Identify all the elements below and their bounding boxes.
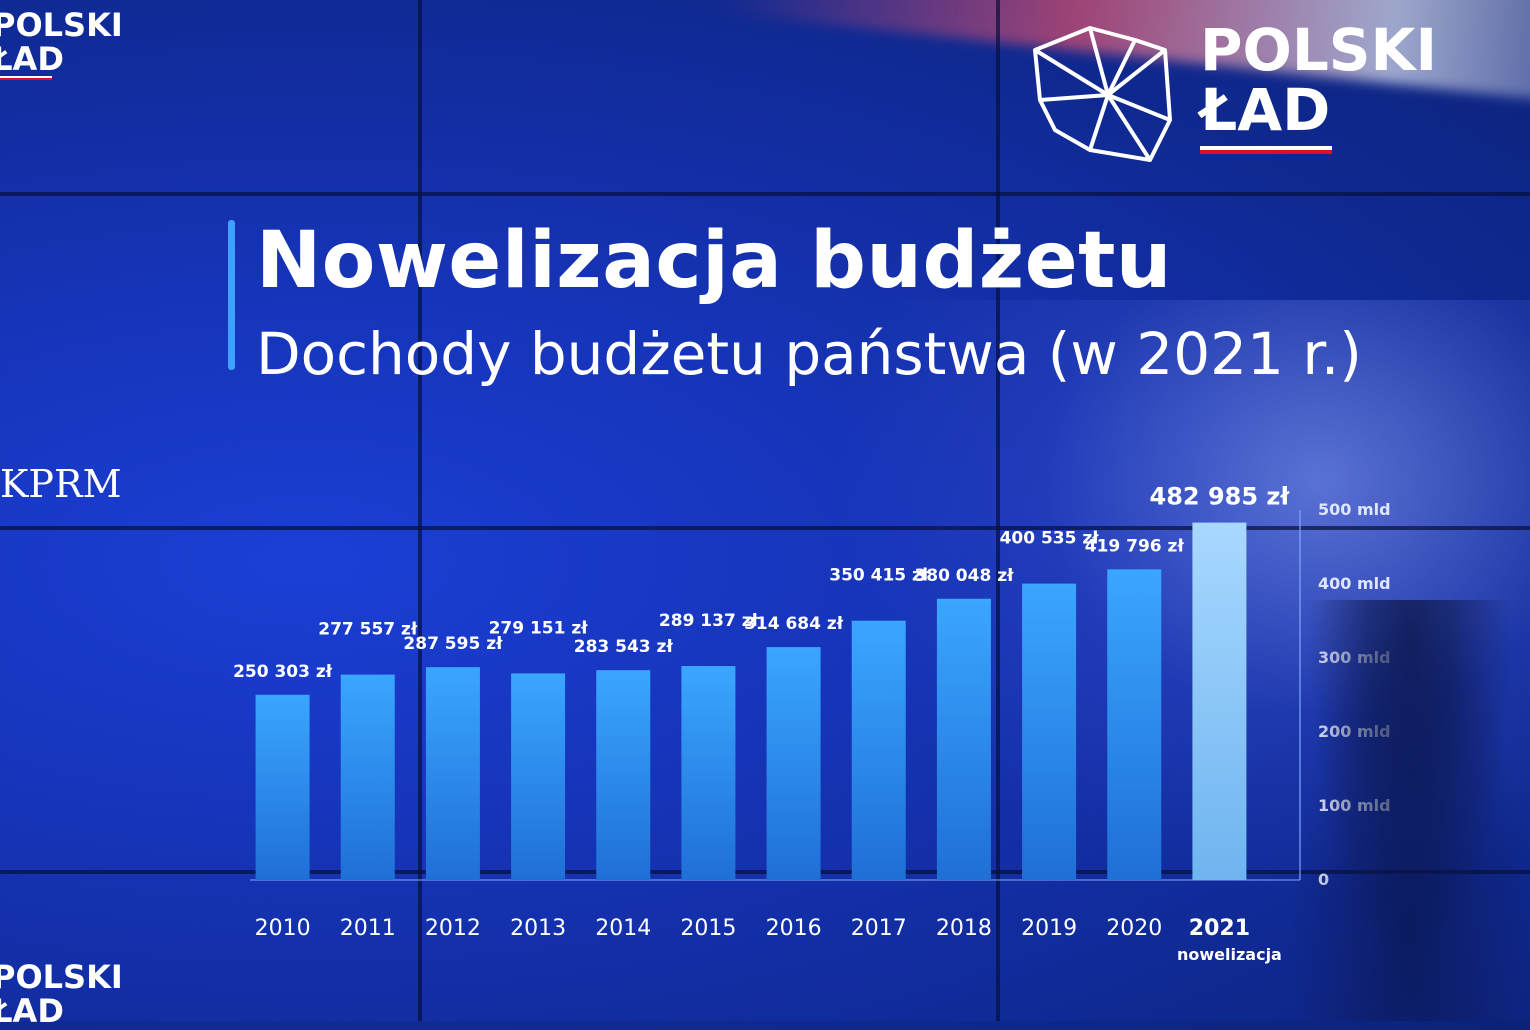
category-label-2018: 2018 [936, 916, 992, 941]
value-label-2018: 380 048 zł [914, 566, 1014, 586]
bar-2016 [766, 647, 821, 880]
logo-wordmark: POLSKI ŁAD [1200, 20, 1437, 154]
category-label-2012: 2012 [425, 916, 481, 941]
bar-2020 [1107, 569, 1162, 880]
panel-seam [996, 0, 1000, 1021]
polski-lad-logo-bottom: POLSKI ŁAD [0, 960, 123, 1028]
bar-2019 [1022, 583, 1077, 880]
y-tick-label: 100 mld [1318, 796, 1391, 815]
y-tick-label: 400 mld [1318, 574, 1391, 593]
value-label-2014: 283 543 zł [574, 637, 674, 657]
bar-2014 [596, 670, 651, 880]
flag-bar [1200, 146, 1332, 154]
value-label-2010: 250 303 zł [233, 662, 333, 682]
logo-line1: POLSKI [0, 958, 123, 996]
category-label-2017: 2017 [851, 916, 907, 941]
y-tick-label: 200 mld [1318, 722, 1391, 741]
value-label-2021: 482 985 zł [1150, 483, 1291, 511]
logo-line1: POLSKI [0, 6, 123, 44]
panel-seam [0, 192, 1530, 196]
value-label-2013: 279 151 zł [489, 618, 589, 638]
bar-2018 [936, 598, 991, 880]
bar-2021 [1192, 522, 1247, 880]
title-accent-bar [228, 220, 235, 370]
logo-line1: POLSKI [1200, 16, 1438, 84]
polski-lad-logo-main: POLSKI ŁAD [1030, 20, 1437, 170]
bar-2012 [425, 667, 480, 880]
value-label-2017: 350 415 zł [829, 566, 929, 586]
category-label-2014: 2014 [595, 916, 651, 941]
chart-title: Nowelizacja budżetu [256, 216, 1172, 306]
category-label-2010: 2010 [255, 916, 311, 941]
panel-seam [0, 870, 1530, 874]
y-tick-label: 500 mld [1318, 500, 1391, 519]
category-label-2015: 2015 [680, 916, 736, 941]
value-label-2019: 400 535 zł [1000, 529, 1100, 549]
bar-2010 [255, 694, 310, 880]
bar-2011 [340, 674, 395, 880]
panel-seam [0, 526, 1530, 530]
kprm-label: KPRM [0, 462, 122, 506]
category-label-2020: 2020 [1106, 916, 1162, 941]
value-label-2011: 277 557 zł [318, 620, 418, 640]
value-label-2012: 287 595 zł [403, 634, 503, 654]
polski-lad-logo-top: POLSKI ŁAD [0, 8, 123, 80]
y-tick-label: 0 [1318, 870, 1329, 889]
category-sublabel: nowelizacja [1177, 945, 1282, 964]
poland-map-outline-icon [1033, 26, 1172, 162]
logo-line2: ŁAD [1200, 76, 1331, 144]
category-label-2011: 2011 [340, 916, 396, 941]
flag-bar [0, 76, 52, 80]
category-label-2013: 2013 [510, 916, 566, 941]
panel-seam [418, 0, 422, 1021]
bar-2015 [681, 666, 736, 880]
value-label-2016: 314 684 zł [744, 614, 844, 634]
category-label-2021: 2021 [1189, 916, 1250, 941]
chart-subtitle: Dochody budżetu państwa (w 2021 r.) [256, 320, 1362, 388]
category-label-2019: 2019 [1021, 916, 1077, 941]
bar-2013 [511, 673, 566, 880]
bar-2017 [851, 620, 906, 880]
value-label-2020: 419 796 zł [1085, 536, 1185, 556]
logo-line2: ŁAD [0, 40, 64, 78]
y-tick-label: 300 mld [1318, 648, 1391, 667]
value-label-2015: 289 137 zł [659, 611, 759, 631]
category-label-2016: 2016 [766, 916, 822, 941]
